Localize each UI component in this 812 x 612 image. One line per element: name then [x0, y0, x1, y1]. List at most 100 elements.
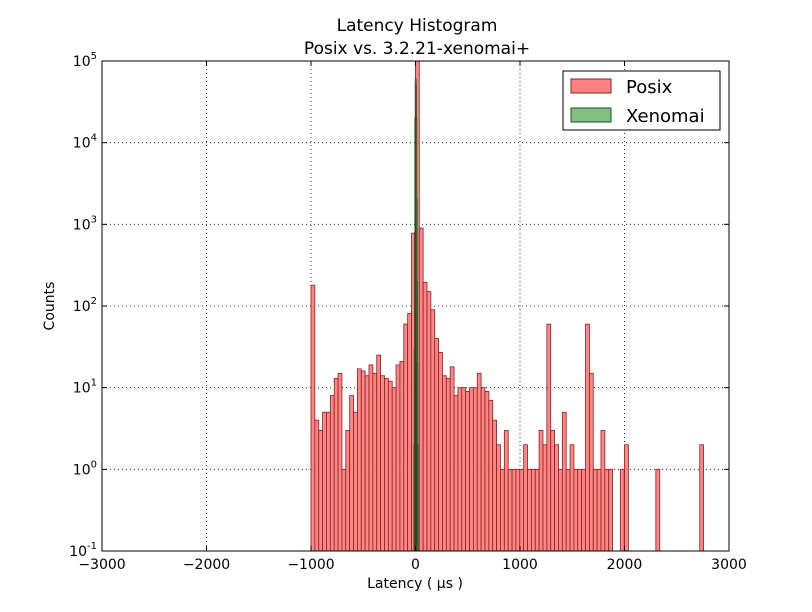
- posix-bar: [550, 429, 555, 552]
- posix-bar: [457, 387, 463, 552]
- posix-bar: [368, 364, 374, 552]
- posix-bar: [542, 444, 548, 552]
- posix-bar: [565, 468, 571, 552]
- chart-title: Latency Histogram: [337, 16, 498, 36]
- posix-bar: [445, 377, 451, 552]
- posix-bar: [472, 387, 478, 552]
- posix-bar: [345, 429, 351, 552]
- posix-bar: [507, 468, 513, 552]
- posix-bar: [349, 395, 354, 552]
- posix-bar: [333, 377, 339, 552]
- posix-bar: [395, 364, 401, 552]
- posix-bar: [341, 468, 347, 552]
- y-tick-label: 10-1: [69, 541, 97, 560]
- posix-bar: [600, 429, 606, 552]
- y-tick-label: 102: [73, 296, 97, 315]
- y-tick-label: 100: [73, 459, 97, 478]
- xenomai-bar: [416, 444, 419, 552]
- posix-bar: [372, 372, 378, 552]
- posix-bar: [461, 387, 467, 552]
- x-tick-label: 0: [411, 557, 420, 573]
- posix-bar: [314, 419, 320, 552]
- posix-bar: [530, 468, 536, 552]
- chart-subtitle: Posix vs. 3.2.21-xenomai+: [304, 39, 530, 59]
- x-tick-label: −2000: [183, 557, 230, 573]
- posix-bar: [519, 468, 525, 552]
- posix-bar: [558, 468, 563, 552]
- posix-bar: [496, 444, 501, 552]
- posix-bar: [391, 387, 397, 552]
- posix-bar: [399, 360, 405, 552]
- posix-bar: [484, 391, 490, 552]
- y-axis-ticks: 10-1 100 101 102 103 104 105: [69, 51, 729, 560]
- legend-swatch-xenomai: [570, 107, 612, 123]
- posix-bar: [561, 411, 567, 552]
- posix-bar: [469, 387, 474, 552]
- posix-bar: [592, 468, 598, 552]
- posix-bar: [573, 468, 579, 552]
- posix-bar: [438, 352, 443, 552]
- posix-bar: [503, 429, 509, 552]
- posix-bar: [329, 395, 335, 552]
- legend-label-posix: Posix: [626, 77, 673, 98]
- posix-bar: [546, 323, 552, 552]
- posix-bar: [480, 387, 486, 552]
- posix-bar: [655, 468, 661, 552]
- posix-bar: [376, 354, 381, 552]
- posix-bar: [488, 399, 494, 552]
- posix-bar: [569, 444, 575, 552]
- legend-swatch-posix: [570, 78, 612, 94]
- posix-bar: [588, 372, 594, 552]
- posix-bar: [476, 372, 482, 552]
- posix-bar: [337, 372, 343, 552]
- posix-bar: [434, 338, 439, 552]
- posix-bar: [581, 468, 586, 552]
- posix-bar: [596, 468, 602, 552]
- posix-bar: [418, 227, 424, 552]
- posix-bar: [403, 323, 409, 552]
- posix-bar: [527, 468, 532, 552]
- y-axis-label: Counts: [42, 282, 58, 331]
- posix-bar: [465, 391, 470, 552]
- posix-bar: [322, 411, 327, 552]
- x-tick-label: −1000: [287, 557, 334, 573]
- posix-bar: [364, 375, 370, 552]
- posix-bar: [426, 291, 432, 552]
- posix-bar: [534, 468, 540, 552]
- posix-bar: [449, 366, 455, 552]
- posix-bar: [430, 309, 436, 552]
- x-tick-label: −3000: [78, 557, 125, 573]
- posix-bar: [619, 468, 625, 552]
- posix-bar: [492, 419, 497, 552]
- posix-bar: [407, 313, 412, 552]
- posix-bar: [604, 468, 610, 552]
- x-tick-label: 2000: [607, 557, 643, 573]
- posix-bar: [577, 468, 583, 552]
- legend: Posix Xenomai: [562, 70, 721, 131]
- posix-bar: [554, 444, 559, 552]
- posix-bar: [360, 370, 366, 552]
- y-tick-label: 101: [73, 378, 97, 397]
- y-tick-label: 104: [73, 133, 97, 152]
- posix-bar: [699, 444, 705, 552]
- posix-bar: [585, 323, 590, 552]
- x-axis-label: Latency ( μs ): [367, 576, 463, 592]
- y-tick-label: 105: [73, 51, 97, 70]
- posix-bar: [353, 411, 358, 552]
- posix-bar: [310, 284, 316, 552]
- posix-bar: [356, 368, 362, 552]
- posix-bar: [326, 411, 331, 552]
- posix-bar: [608, 468, 613, 552]
- x-tick-label: 3000: [711, 557, 747, 573]
- y-tick-label: 103: [73, 214, 97, 233]
- posix-bar: [387, 380, 393, 552]
- posix-bar: [384, 377, 389, 552]
- posix-bar: [453, 395, 459, 552]
- posix-bar: [538, 429, 544, 552]
- posix-bar: [318, 429, 323, 552]
- posix-bar: [624, 444, 629, 552]
- x-axis-ticks: −3000 −2000 −1000 0 1000 2000 3000: [78, 61, 747, 573]
- posix-bar: [511, 468, 517, 552]
- posix-bar: [442, 375, 447, 552]
